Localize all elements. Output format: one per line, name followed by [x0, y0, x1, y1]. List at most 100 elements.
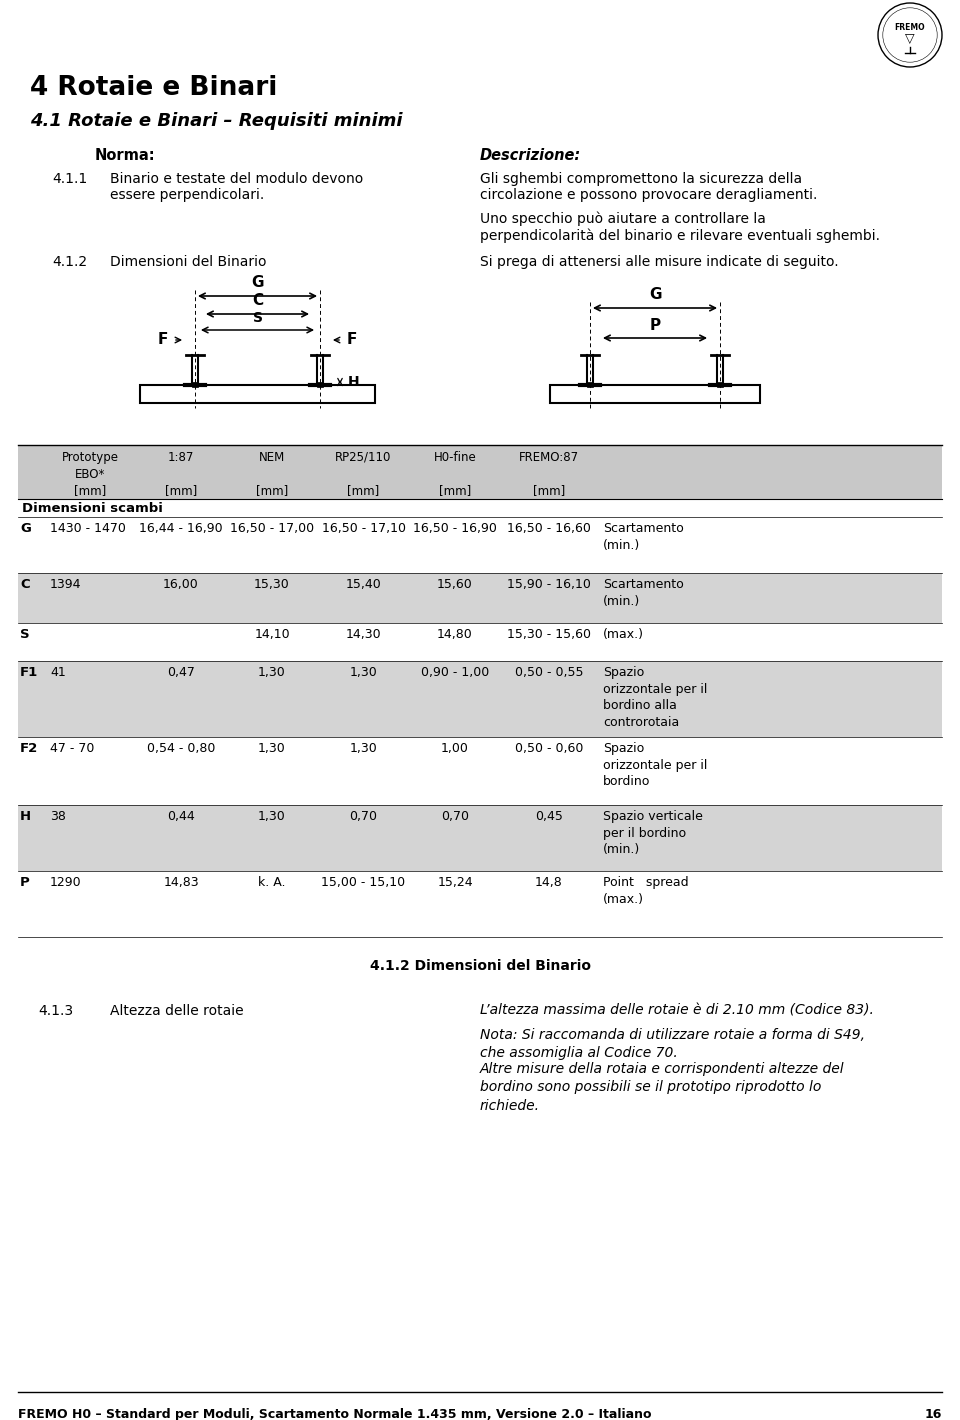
- Text: Altezza delle rotaie: Altezza delle rotaie: [110, 1004, 244, 1018]
- Text: 16,44 - 16,90: 16,44 - 16,90: [139, 523, 223, 535]
- Text: ▽: ▽: [905, 33, 915, 45]
- Text: 41: 41: [50, 666, 65, 679]
- Text: Descrizione:: Descrizione:: [480, 148, 581, 163]
- Text: 15,30: 15,30: [254, 578, 290, 591]
- Text: 15,40: 15,40: [346, 578, 381, 591]
- Text: 15,60: 15,60: [437, 578, 473, 591]
- Text: C: C: [252, 293, 263, 308]
- Text: FREMO:87

[mm]: FREMO:87 [mm]: [519, 452, 579, 497]
- Text: 47 - 70: 47 - 70: [50, 743, 94, 755]
- Bar: [18, 660, 942, 737]
- Text: H0-fine

[mm]: H0-fine [mm]: [434, 452, 476, 497]
- Text: 0,54 - 0,80: 0,54 - 0,80: [147, 743, 215, 755]
- Text: H: H: [20, 809, 31, 824]
- Text: F1: F1: [20, 666, 38, 679]
- Text: 14,80: 14,80: [437, 628, 473, 640]
- Text: RP25/110

[mm]: RP25/110 [mm]: [335, 452, 392, 497]
- Text: F: F: [157, 332, 168, 348]
- Text: 4.1.2 Dimensioni del Binario: 4.1.2 Dimensioni del Binario: [370, 959, 590, 973]
- Text: 4.1.2: 4.1.2: [52, 256, 87, 268]
- Text: 4.1 Rotaie e Binari – Requisiti minimi: 4.1 Rotaie e Binari – Requisiti minimi: [30, 112, 402, 131]
- Text: Dimensioni scambi: Dimensioni scambi: [22, 503, 163, 515]
- Text: Scartamento
(min.): Scartamento (min.): [603, 578, 684, 608]
- Text: 0,44: 0,44: [167, 809, 195, 824]
- Text: 16,50 - 17,00: 16,50 - 17,00: [230, 523, 314, 535]
- Text: 4.1.3: 4.1.3: [38, 1004, 73, 1018]
- Text: Si prega di attenersi alle misure indicate di seguito.: Si prega di attenersi alle misure indica…: [480, 256, 839, 268]
- Text: 16,50 - 17,10: 16,50 - 17,10: [322, 523, 405, 535]
- Text: Spazio
orizzontale per il
bordino alla
controrotaia: Spazio orizzontale per il bordino alla c…: [603, 666, 708, 728]
- Text: L’altezza massima delle rotaie è di 2.10 mm (Codice 83).: L’altezza massima delle rotaie è di 2.10…: [480, 1004, 874, 1018]
- Text: G: G: [20, 523, 31, 535]
- Text: Gli sghembi compromettono la sicurezza della
circolazione e possono provocare de: Gli sghembi compromettono la sicurezza d…: [480, 172, 817, 202]
- Text: Altre misure della rotaia e corrispondenti altezze del
bordino sono possibili se: Altre misure della rotaia e corrisponden…: [480, 1062, 845, 1113]
- Text: FREMO: FREMO: [895, 23, 925, 31]
- Text: F: F: [347, 332, 357, 348]
- Text: 0,50 - 0,55: 0,50 - 0,55: [515, 666, 584, 679]
- Text: Nota: Si raccomanda di utilizzare rotaie a forma di S49,
che assomiglia al Codic: Nota: Si raccomanda di utilizzare rotaie…: [480, 1028, 865, 1061]
- Text: 15,30 - 15,60: 15,30 - 15,60: [507, 628, 591, 640]
- Text: Binario e testate del modulo devono
essere perpendicolari.: Binario e testate del modulo devono esse…: [110, 172, 363, 202]
- Text: 16,00: 16,00: [163, 578, 199, 591]
- Text: S: S: [20, 628, 30, 640]
- Text: 14,8: 14,8: [535, 876, 563, 889]
- Text: 15,00 - 15,10: 15,00 - 15,10: [322, 876, 405, 889]
- Text: 4 Rotaie e Binari: 4 Rotaie e Binari: [30, 75, 277, 101]
- Text: F2: F2: [20, 743, 38, 755]
- Text: Dimensioni del Binario: Dimensioni del Binario: [110, 256, 267, 268]
- Bar: [587, 382, 593, 388]
- Text: G: G: [252, 275, 264, 290]
- Text: 1,30: 1,30: [258, 809, 286, 824]
- Text: C: C: [20, 578, 30, 591]
- Text: 16,50 - 16,90: 16,50 - 16,90: [413, 523, 497, 535]
- Text: 1,30: 1,30: [258, 666, 286, 679]
- Text: 1430 - 1470: 1430 - 1470: [50, 523, 126, 535]
- Text: P: P: [649, 318, 660, 334]
- Text: Spazio verticale
per il bordino
(min.): Spazio verticale per il bordino (min.): [603, 809, 703, 856]
- Bar: [192, 382, 198, 388]
- Text: k. A.: k. A.: [258, 876, 286, 889]
- Text: P: P: [20, 876, 30, 889]
- Text: G: G: [649, 287, 661, 302]
- Text: 14,83: 14,83: [163, 876, 199, 889]
- Bar: [140, 385, 375, 403]
- Text: (max.): (max.): [603, 628, 644, 640]
- Text: H: H: [348, 375, 360, 389]
- Text: 15,24: 15,24: [437, 876, 473, 889]
- Bar: [550, 385, 760, 403]
- Text: 16: 16: [924, 1409, 942, 1420]
- Bar: [717, 382, 723, 388]
- Text: Uno specchio può aiutare a controllare la
perpendicolarità del binario e rilevar: Uno specchio può aiutare a controllare l…: [480, 212, 880, 243]
- Text: 0,45: 0,45: [535, 809, 563, 824]
- Text: Point   spread
(max.): Point spread (max.): [603, 876, 688, 906]
- Bar: [18, 444, 942, 498]
- Text: 1:87

[mm]: 1:87 [mm]: [165, 452, 197, 497]
- Text: NEM

[mm]: NEM [mm]: [256, 452, 288, 497]
- Text: 0,47: 0,47: [167, 666, 195, 679]
- Text: S: S: [252, 311, 262, 325]
- Text: 15,90 - 16,10: 15,90 - 16,10: [507, 578, 591, 591]
- Text: Prototype
EBO*
[mm]: Prototype EBO* [mm]: [61, 452, 118, 497]
- Text: Spazio
orizzontale per il
bordino: Spazio orizzontale per il bordino: [603, 743, 708, 788]
- Text: 1394: 1394: [50, 578, 82, 591]
- Text: 0,70: 0,70: [441, 809, 469, 824]
- Text: Norma:: Norma:: [95, 148, 156, 163]
- Text: 16,50 - 16,60: 16,50 - 16,60: [507, 523, 591, 535]
- Text: 14,30: 14,30: [346, 628, 381, 640]
- Text: 38: 38: [50, 809, 66, 824]
- Text: 14,10: 14,10: [254, 628, 290, 640]
- Text: 1290: 1290: [50, 876, 82, 889]
- Text: 1,30: 1,30: [258, 743, 286, 755]
- Bar: [317, 382, 323, 388]
- Bar: [18, 574, 942, 623]
- Text: 1,00: 1,00: [441, 743, 468, 755]
- Text: 0,90 - 1,00: 0,90 - 1,00: [420, 666, 490, 679]
- Text: 0,50 - 0,60: 0,50 - 0,60: [515, 743, 583, 755]
- Bar: [18, 805, 942, 870]
- Text: 1,30: 1,30: [349, 743, 377, 755]
- Text: Scartamento
(min.): Scartamento (min.): [603, 523, 684, 551]
- Text: 4.1.1: 4.1.1: [52, 172, 87, 186]
- Text: FREMO H0 – Standard per Moduli, Scartamento Normale 1.435 mm, Versione 2.0 – Ita: FREMO H0 – Standard per Moduli, Scartame…: [18, 1409, 652, 1420]
- Text: 1,30: 1,30: [349, 666, 377, 679]
- Text: 0,70: 0,70: [349, 809, 377, 824]
